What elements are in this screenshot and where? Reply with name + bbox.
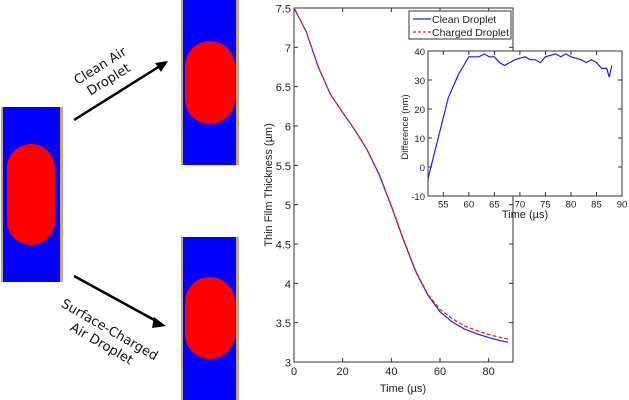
inset-x-tick-label: 75 [540, 200, 551, 211]
inset-y-tick-label: 30 [414, 76, 425, 87]
inset-y-tick-label: 0 [420, 163, 425, 174]
arrow-up [73, 61, 168, 122]
inset-x-tick-label: 80 [566, 200, 577, 211]
legend-label-charged: Charged Droplet [432, 27, 509, 39]
inset-x-tick-label: 90 [617, 200, 628, 211]
main-x-tick-label: 60 [434, 366, 446, 378]
main-series-charged-droplet [293, 7, 509, 340]
main-x-tick-label: 20 [337, 366, 349, 378]
inset-x-tick-label: 85 [591, 200, 602, 211]
main-x-tick-label: 40 [385, 366, 397, 378]
main-y-tick-label: 5.5 [276, 161, 291, 173]
arrow-down [73, 274, 166, 328]
air-droplet [7, 144, 55, 245]
inset-x-tick-label: 55 [438, 200, 449, 211]
main-y-tick-label: 3.5 [276, 318, 291, 330]
inset-x-tick-label: 65 [489, 200, 500, 211]
inset-y-tick-label: 40 [414, 47, 425, 58]
main-y-tick-label: 5 [285, 200, 291, 212]
inset-y-axis-label: Difference (nm) [400, 94, 411, 159]
inset-x-tick-label: 70 [515, 200, 526, 211]
main-y-tick-label: 6.5 [276, 82, 291, 94]
main-series-clean-droplet [293, 7, 509, 343]
arrowhead-icon [152, 317, 166, 328]
charged-result-channel [181, 237, 239, 400]
inset-y-tick-label: -10 [411, 192, 425, 203]
main-y-tick-label: 6 [285, 122, 291, 134]
inset-x-tick-label: 60 [464, 200, 475, 211]
inset-series-difference [427, 53, 613, 179]
air-droplet [185, 277, 235, 359]
air-droplet [185, 41, 235, 124]
main-y-tick-label: 7 [285, 43, 291, 55]
main-y-tick-label: 7.5 [276, 4, 291, 16]
main-y-tick-label: 4 [285, 279, 291, 291]
inset-x-axis-label: Time (µs) [502, 209, 548, 221]
inset-plot-area [427, 50, 623, 197]
main-x-axis-label: Time (µs) [380, 383, 426, 395]
main-x-tick-label: 80 [483, 366, 495, 378]
clean-result-channel [181, 0, 239, 165]
main-y-axis-label: Thin Film Thickness (µm) [263, 123, 275, 246]
main-y-tick-label: 4.5 [276, 240, 291, 252]
main-x-tick-label: 0 [291, 366, 297, 378]
legend: Clean Droplet Charged Droplet [408, 10, 512, 40]
main-y-tick-label: 3 [285, 358, 291, 370]
inset-y-tick-label: 10 [414, 134, 425, 145]
inset-chart: 55 60 65 70 75 80 85 90 -10 0 10 20 30 40 Time (µs) D… [400, 47, 627, 221]
legend-label-clean: Clean Droplet [432, 14, 496, 26]
inset-y-tick-label: 20 [414, 105, 425, 116]
initial-state-channel [1, 107, 63, 282]
arrowhead-icon [155, 61, 168, 72]
